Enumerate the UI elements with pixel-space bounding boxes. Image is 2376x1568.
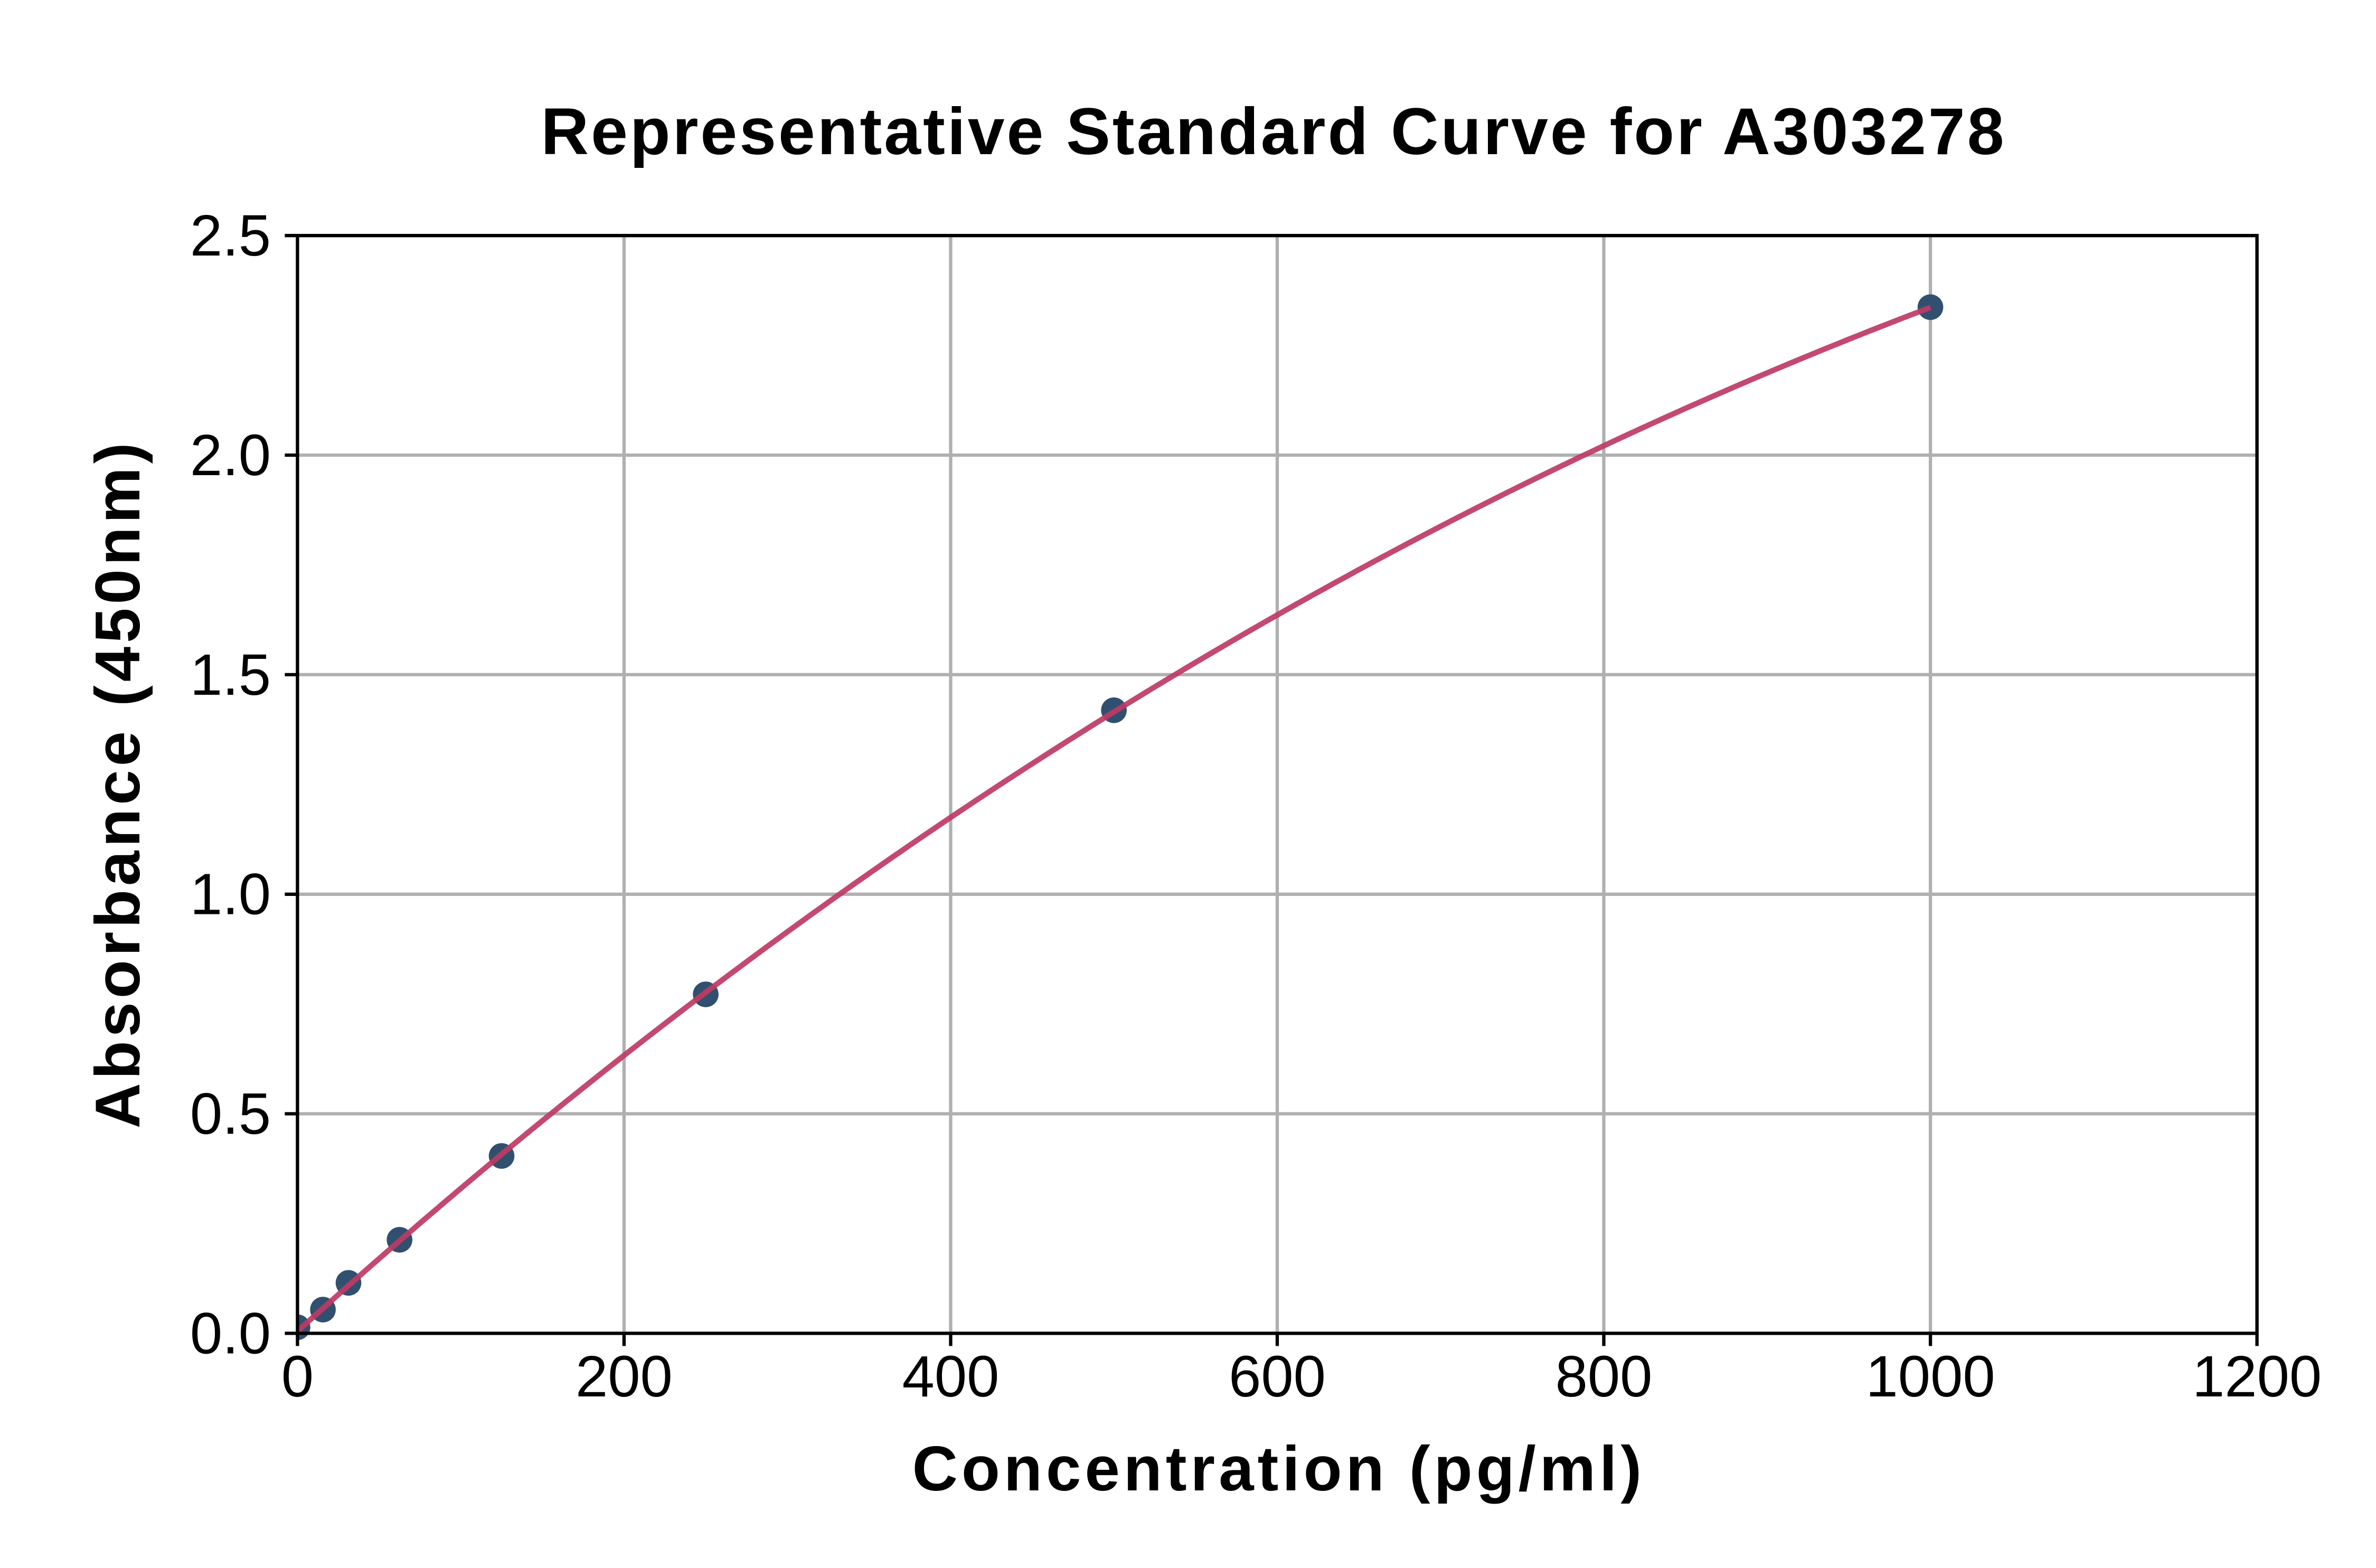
svg-text:Concentration (pg/ml): Concentration (pg/ml)	[912, 1434, 1645, 1504]
svg-text:2.5: 2.5	[190, 203, 271, 268]
svg-text:0: 0	[281, 1344, 314, 1409]
svg-text:600: 600	[1229, 1344, 1326, 1409]
svg-text:0.5: 0.5	[190, 1082, 271, 1147]
svg-text:800: 800	[1555, 1344, 1653, 1409]
svg-text:1.0: 1.0	[190, 862, 271, 927]
svg-text:200: 200	[576, 1344, 673, 1409]
svg-text:1.5: 1.5	[190, 643, 271, 707]
svg-text:0.0: 0.0	[190, 1301, 271, 1366]
svg-text:Representative Standard Curve: Representative Standard Curve for A30327…	[541, 94, 2006, 168]
svg-text:1200: 1200	[2192, 1344, 2322, 1409]
svg-text:Absorbance (450nm): Absorbance (450nm)	[83, 439, 153, 1128]
svg-text:1000: 1000	[1866, 1344, 1995, 1409]
svg-text:2.0: 2.0	[190, 423, 271, 488]
svg-text:400: 400	[902, 1344, 1000, 1409]
